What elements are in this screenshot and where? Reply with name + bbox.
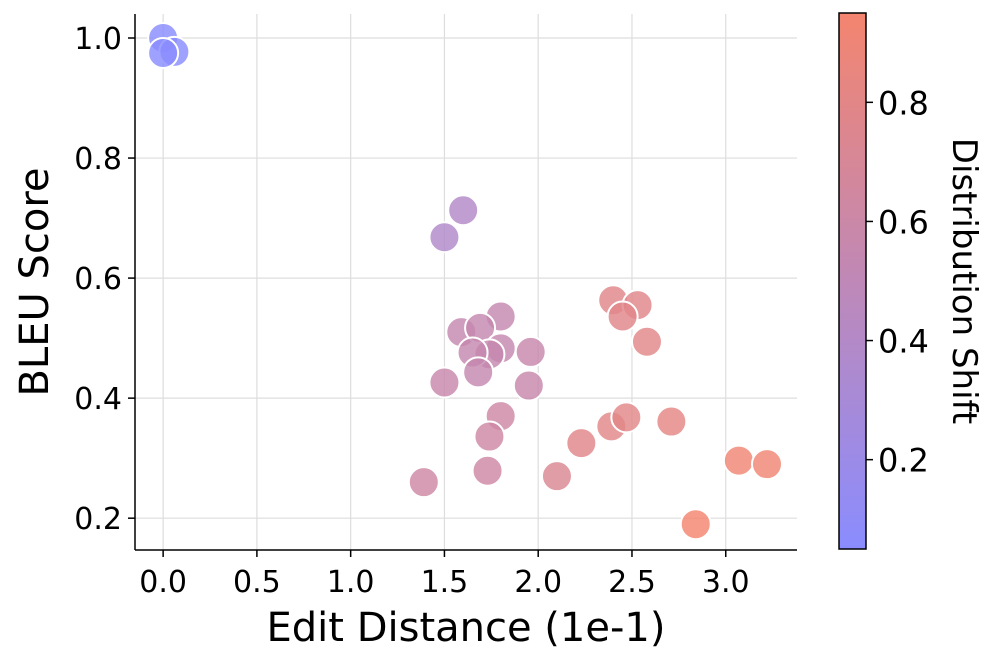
data-point: [428, 221, 461, 254]
data-point: [428, 366, 461, 399]
y-ticks: 0.2 0.4 0.6 0.8 1.0: [74, 22, 135, 537]
data-points: [147, 22, 783, 541]
data-point: [610, 401, 643, 434]
x-tick-label: 1.5: [421, 565, 469, 600]
data-point: [630, 325, 663, 358]
x-tick-label: 1.0: [327, 565, 375, 600]
x-tick-label: 0.0: [139, 565, 187, 600]
x-tick-label: 3.0: [702, 565, 750, 600]
data-point: [655, 405, 688, 438]
data-point: [750, 448, 783, 481]
data-point: [512, 369, 545, 402]
data-point: [722, 444, 755, 477]
y-tick-label: 0.2: [74, 502, 122, 537]
grid-lines: [135, 14, 797, 550]
x-tick-label: 2.0: [514, 565, 562, 600]
data-point: [462, 356, 495, 389]
colorbar-tick-label: 0.8: [878, 84, 929, 122]
data-point: [473, 420, 506, 453]
y-tick-label: 1.0: [74, 22, 122, 57]
colorbar-ticks: 0.2 0.4 0.6 0.8: [866, 84, 929, 480]
x-ticks: 0.0 0.5 1.0 1.5 2.0 2.5 3.0: [139, 550, 750, 600]
data-point: [471, 454, 504, 487]
data-point: [514, 335, 547, 368]
y-axis-label: BLEU Score: [12, 167, 58, 396]
x-axis-label: Edit Distance (1e-1): [267, 605, 666, 651]
data-point: [679, 508, 712, 541]
x-tick-label: 0.5: [233, 565, 281, 600]
colorbar-label: Distribution Shift: [944, 138, 984, 424]
y-tick-label: 0.4: [74, 382, 122, 417]
data-point: [407, 466, 440, 499]
data-point: [147, 37, 180, 70]
data-point: [565, 427, 598, 460]
colorbar-tick-label: 0.6: [878, 203, 929, 241]
x-tick-label: 2.5: [608, 565, 656, 600]
y-tick-label: 0.6: [74, 262, 122, 297]
data-point: [540, 460, 573, 493]
data-point: [447, 194, 480, 227]
colorbar-tick-label: 0.4: [878, 323, 929, 361]
data-point: [606, 300, 639, 333]
y-tick-label: 0.8: [74, 142, 122, 177]
colorbar: [838, 12, 867, 550]
colorbar-tick-label: 0.2: [878, 442, 929, 480]
